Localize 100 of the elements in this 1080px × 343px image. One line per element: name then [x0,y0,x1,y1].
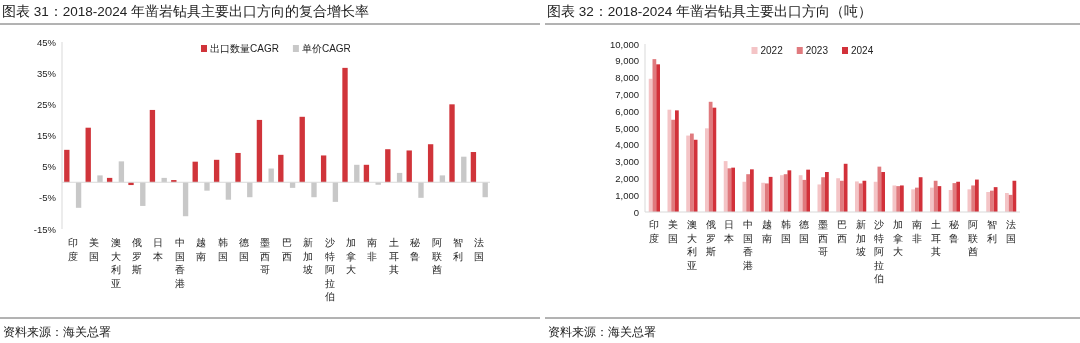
bar [723,161,728,212]
bar [311,182,317,198]
bar [911,189,915,212]
x-tick-label: 阿联酋 [968,219,979,257]
x-tick-label: 南非 [911,219,922,244]
bar [881,172,885,212]
y-tick-label: 45% [36,36,57,48]
x-tick-label: 土耳其 [930,219,941,257]
bar [418,182,424,198]
y-tick-label: 10,000 [609,38,639,50]
x-tick-label: 加拿大 [345,237,356,275]
bar [97,175,103,183]
bar [204,182,210,191]
bar [1005,193,1009,212]
bar [192,161,198,183]
bar [986,192,990,212]
x-tick-label: 印度 [649,219,660,244]
x-tick-label: 俄罗斯 [131,237,142,275]
x-tick-label: 沙特阿拉伯 [324,237,335,302]
legend-label: 出口数量CAGR [210,43,279,54]
bar [956,181,960,212]
y-tick-label: 4,000 [615,139,639,151]
bar [933,180,938,212]
y-tick-label: 7,000 [615,88,639,100]
y-tick-label: 9,000 [615,55,639,67]
x-tick-label: 巴西 [281,237,292,262]
bar [1008,194,1013,212]
x-tick-label: 土耳其 [388,237,399,275]
bar [821,177,825,212]
x-tick-label: 日本 [724,219,735,244]
bar [342,67,348,183]
bar [470,152,477,183]
y-tick-label: 35% [36,67,57,79]
bar [427,144,434,183]
bar [396,172,403,183]
x-tick-label: 墨西哥 [260,237,271,275]
x-tick-label: 阿联酋 [431,237,442,275]
bar [918,177,923,212]
legend-label: 2024 [851,45,874,56]
bar [75,182,82,208]
x-tick-label: 越南 [196,237,207,262]
x-tick-label: 美国 [668,219,679,244]
bar [149,109,156,183]
y-tick-label: -5% [39,192,57,204]
bar [915,187,919,212]
bar [840,180,844,212]
bar [768,176,773,212]
x-tick-label: 韩国 [780,219,791,244]
y-tick-label: 3,000 [615,156,639,168]
bar [843,163,848,212]
legend-label: 2022 [760,45,784,56]
x-tick-label: 智利 [452,237,463,262]
bar [993,187,998,212]
y-tick-label: 1,000 [615,189,639,201]
bar [332,182,339,202]
bar [354,164,360,183]
bar [990,190,994,212]
bar [948,189,953,212]
x-tick-label: 新加坡 [854,219,866,257]
x-tick-label: 印度 [67,237,78,262]
x-tick-label: 加拿大 [893,219,904,257]
bar [461,156,467,183]
bar [439,175,446,183]
x-tick-label: 美国 [89,237,100,262]
x-tick-label: 秘鲁 [949,219,960,244]
text: 资料来源：海关总署 [3,325,111,338]
bar [140,182,146,206]
x-tick-label: 沙特阿拉伯 [874,219,885,284]
y-tick-label: 15% [36,130,57,141]
bar [705,128,709,212]
y-tick-label: 5,000 [615,122,639,134]
bar [182,182,189,217]
bar [675,110,679,212]
bar [320,155,327,183]
x-tick-label: 墨西哥 [818,219,829,257]
bar [761,182,765,212]
legend-label: 2023 [805,45,829,56]
bar [256,119,263,183]
bar [783,174,788,212]
x-tick-label: 南非 [367,237,378,262]
text: 资料来源：海关总署 [548,325,656,338]
y-tick-label: -15% [33,223,57,235]
bar [930,187,934,212]
bar [806,169,810,212]
bar [765,183,769,212]
x-tick-label: 日本 [153,237,164,262]
chart-title: 图表 31：2018-2024 年凿岩钻具主要出口方向的复合增长率 [2,4,370,19]
bar [299,116,305,183]
y-tick-label: 2,000 [615,172,639,184]
x-tick-label: 越南 [761,219,772,244]
x-tick-label: 德国 [799,219,810,244]
bar [746,174,750,212]
bar [85,127,91,183]
bar [855,181,859,212]
x-tick-label: 新加坡 [302,237,314,275]
x-tick-label: 俄罗斯 [705,219,716,257]
bar [235,152,241,183]
bar [975,179,979,212]
bar [750,169,754,212]
y-tick-label: 25% [36,98,57,110]
